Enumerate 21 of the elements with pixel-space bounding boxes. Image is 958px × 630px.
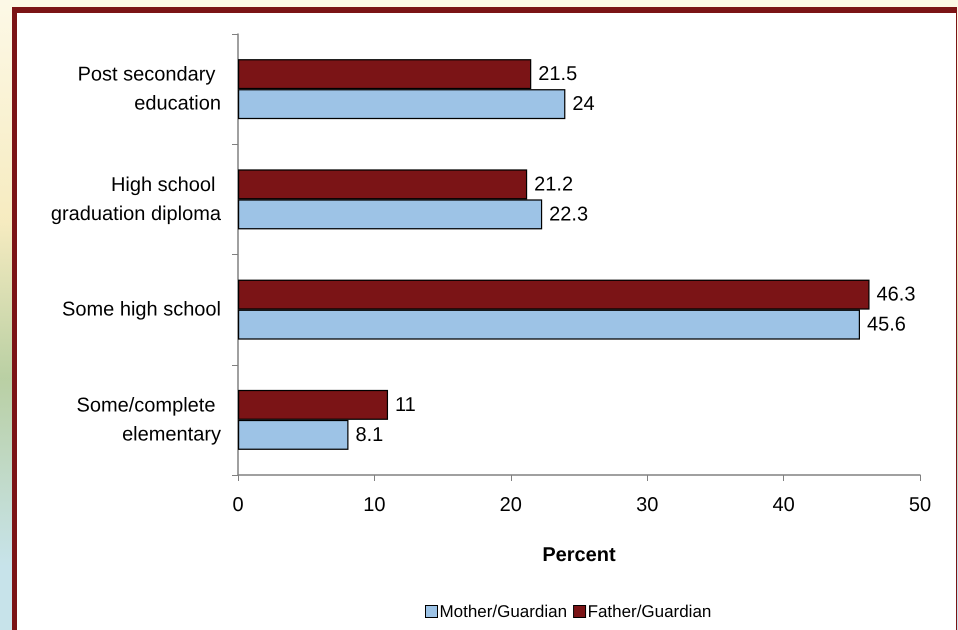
y-tick-label: High school graduation diploma	[50, 174, 222, 225]
y-tick-label: Post secondary education	[78, 64, 221, 115]
data-label: 21.2	[534, 173, 574, 196]
x-axis-title: Percent	[542, 544, 616, 566]
y-tick-label: Some high school	[62, 298, 221, 321]
y-tick-label: Some/complete elementary	[76, 394, 221, 446]
legend-label: Mother/Guardian	[440, 602, 568, 621]
x-tick-label: 40	[772, 494, 795, 516]
legend-label: Father/Guardian	[588, 602, 712, 621]
data-label: 11	[395, 394, 416, 416]
data-label: 45.6	[866, 314, 906, 336]
x-tick-label: 30	[636, 494, 658, 516]
x-tick-label: 50	[908, 494, 932, 516]
data-label: 24	[572, 93, 595, 116]
x-tick-label: 20	[500, 494, 522, 516]
data-label: 21.5	[538, 63, 578, 86]
data-label: 8.1	[355, 424, 384, 446]
data-label: 22.3	[549, 203, 588, 226]
x-tick-label: 10	[363, 494, 386, 516]
data-label: 46.3	[876, 284, 916, 306]
x-tick-label: 0	[232, 494, 244, 516]
